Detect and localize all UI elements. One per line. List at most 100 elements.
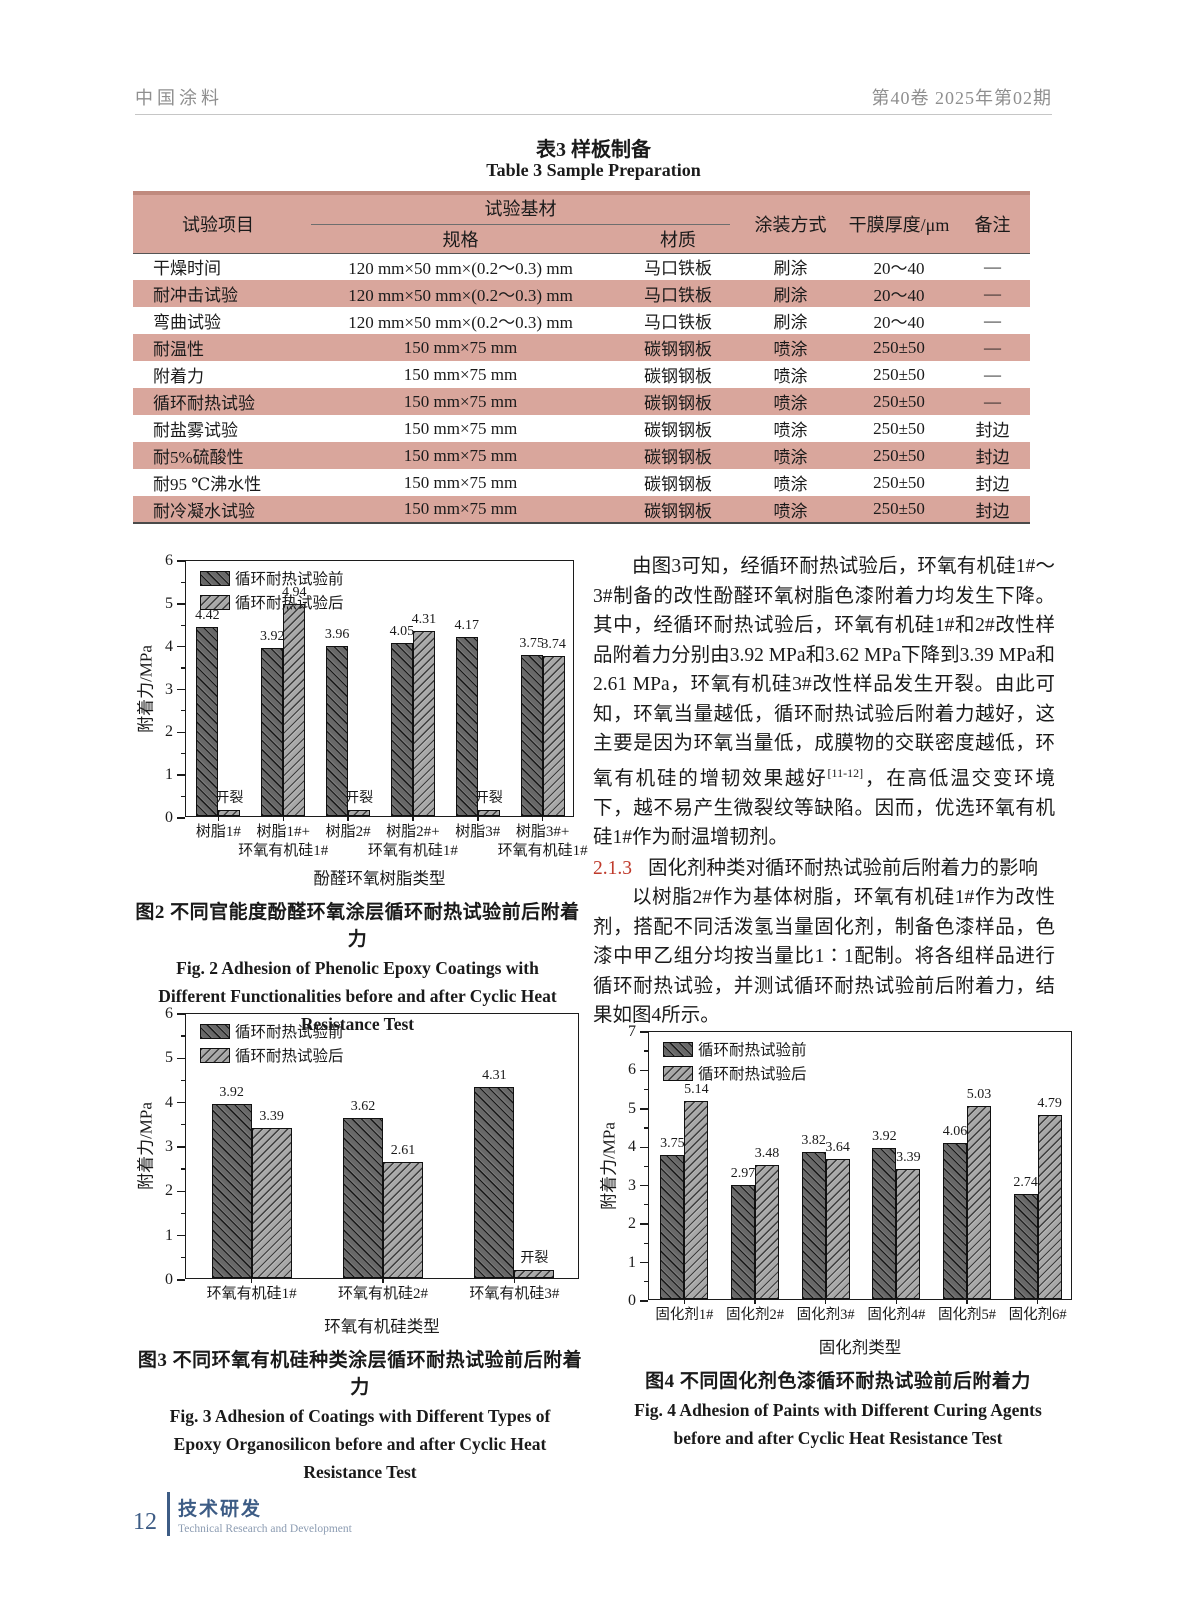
category-label: 固化剂2# [726, 1307, 784, 1323]
bar-value-label: 开裂 [345, 791, 374, 807]
y-axis-tick [640, 1146, 648, 1149]
table-cell: 喷涂 [738, 496, 843, 523]
bar-before-test [196, 626, 219, 816]
legend-entry: 循环耐热试验前 [663, 1038, 807, 1060]
table-cell: 250±50 [843, 334, 955, 361]
y-tick-label: 0 [628, 1292, 636, 1309]
legend-label: 循环耐热试验后 [235, 1048, 344, 1065]
y-axis-tick [640, 1108, 648, 1110]
table-cell: 250±50 [843, 496, 955, 523]
table-cell: 喷涂 [773, 475, 808, 494]
paragraph-1-text: 由图3可知，经循环耐热试验后，环氧有机硅1#～3#制备的改性酚醛环氧树脂色漆附着… [593, 556, 1055, 789]
plot-area: 0 1 2 3 4 5 6 7 附着力/MPa 固化剂1# 3.75 5.14 固化剂2# 2.97 3.4… [600, 1023, 1072, 1323]
table-row: 弯曲试验 120 mm×50 mm×(0.2～0.3) mm 马口铁板 刷涂 20～40… [133, 307, 1030, 334]
y-axis-tick [181, 710, 185, 712]
y-axis-tick [644, 1127, 648, 1129]
figure4-chart: 0 1 2 3 4 5 6 7 附着力/MPa 固化剂1# 3.75 5.14 固化剂2# 2.97 3.4… [598, 1023, 1078, 1358]
chart-legend: 循环耐热试验前 循环耐热试验后 [200, 567, 344, 615]
bar-after-test [218, 810, 241, 816]
y-axis-tick [640, 1069, 648, 1072]
table-cell: 马口铁板 [644, 313, 712, 332]
y-tick-label: 6 [628, 1061, 636, 1079]
y-tick-label: 2 [165, 1182, 173, 1200]
legend-label: 循环耐热试验后 [698, 1066, 807, 1083]
table-cell: — [984, 256, 1001, 276]
y-tick-label: 1 [165, 766, 173, 784]
footer-divider [167, 1492, 170, 1536]
section-heading-2-1-3: 2.1.3 固化剂种类对循环耐热试验前后附着力的影响 [593, 854, 1055, 884]
table-cell: 250±50 [873, 364, 925, 384]
y-tick-label: 4 [628, 1138, 636, 1156]
bar-value-label: 4.42 [195, 607, 220, 623]
y-axis-tick [177, 1234, 185, 1237]
col-header-substrate-label: 试验基材 [311, 195, 730, 225]
bar-before-test [801, 1152, 826, 1299]
x-axis-tick [513, 1278, 516, 1283]
bar-value-label: 3.82 [801, 1133, 826, 1149]
x-axis-tick [541, 816, 544, 821]
table-cell: 喷涂 [738, 334, 843, 361]
y-axis-tick [181, 1124, 185, 1126]
page-header: 中国涂料 第40卷 2025年第02期 [135, 84, 1052, 110]
y-axis-tick [640, 1031, 648, 1033]
y-axis-title: 附着力/MPa [599, 1121, 619, 1210]
y-axis-tick [640, 1184, 648, 1187]
y-axis-tick [644, 1088, 648, 1091]
col-header-substrate: 试验基材 [303, 193, 738, 225]
table-cell: 碳钢钢板 [618, 388, 738, 415]
y-tick-label: 4 [165, 637, 173, 655]
table-cell: 封边 [955, 496, 1030, 523]
bar-before-test [872, 1148, 897, 1299]
y-axis-tick [177, 1190, 185, 1193]
table-cell: 封边 [955, 442, 1030, 469]
table-cell: 碳钢钢板 [644, 367, 712, 386]
table-row: 附着力 150 mm×75 mm 碳钢钢板 喷涂 250±50 — [133, 361, 1030, 388]
figure2-caption-en: Fig. 2 Adhesion of Phenolic Epoxy Coatin… [158, 958, 557, 1034]
table-row: 耐冷凝水试验 150 mm×75 mm 碳钢钢板 喷涂 250±50 封边 [133, 496, 1030, 523]
x-axis-tick [1036, 1299, 1039, 1304]
bar-value-label: 开裂 [215, 791, 244, 807]
table-cell: 碳钢钢板 [644, 475, 712, 494]
bar-value-label: 3.64 [825, 1140, 850, 1156]
page-number: 12 [133, 1509, 157, 1535]
y-axis-tick [640, 1300, 648, 1302]
figure4: 0 1 2 3 4 5 6 7 附着力/MPa 固化剂1# 3.75 5.14 固化剂2# 2.97 3.4… [598, 1023, 1078, 1452]
y-tick-label: 2 [165, 723, 173, 741]
table-cell: 喷涂 [738, 388, 843, 415]
table-cell: 喷涂 [773, 421, 808, 440]
y-axis-tick [177, 1101, 185, 1104]
x-axis-tick [217, 816, 220, 821]
bar-after-test [348, 810, 371, 816]
table-title-cn: 表3 样板制备 [536, 139, 651, 161]
bar-value-label: 3.75 [660, 1135, 685, 1151]
x-axis-tick [250, 1278, 253, 1283]
y-axis-tick [177, 688, 185, 691]
table-header: 试验项目 试验基材 涂装方式 干膜厚度/μm 备注 规格 材质 [133, 193, 1030, 253]
category-label: 环氧有机硅2# [337, 1286, 429, 1302]
table-row: 耐5%硫酸性 150 mm×75 mm 碳钢钢板 喷涂 250±50 封边 [133, 442, 1030, 469]
table-cell: 碳钢钢板 [644, 421, 712, 440]
bar-value-label: 4.94 [282, 585, 307, 601]
category-label: 树脂1#+ 环氧有机硅1# [238, 824, 329, 859]
y-axis-tick [644, 1281, 648, 1283]
table-cell: 碳钢钢板 [618, 334, 738, 361]
category-label: 树脂3# [455, 824, 501, 840]
y-axis-title: 附着力/MPa [136, 644, 156, 733]
footer-section-en: Technical Research and Development [178, 1522, 352, 1535]
y-tick-label: 4 [165, 1093, 173, 1111]
chart-legend: 循环耐热试验前 循环耐热试验后 [200, 1020, 344, 1068]
y-axis-tick [640, 1261, 648, 1264]
bar-value-label: 4.06 [942, 1123, 968, 1139]
x-axis-tick [824, 1299, 827, 1304]
figure3-caption-en: Fig. 3 Adhesion of Coatings with Differe… [169, 1406, 551, 1482]
bar-value-label: 4.31 [482, 1067, 507, 1083]
x-axis-tick [347, 816, 349, 821]
bar-value-label: 3.92 [219, 1085, 244, 1101]
legend-label: 循环耐热试验前 [235, 571, 344, 588]
y-axis-tick [177, 1013, 185, 1015]
y-axis-tick [181, 667, 185, 669]
table-cell: 封边 [975, 421, 1010, 440]
table-cell: 250±50 [843, 442, 955, 469]
table-cell: 耐盐雾试验 [153, 421, 238, 440]
legend-entry: 循环耐热试验后 [663, 1062, 807, 1084]
